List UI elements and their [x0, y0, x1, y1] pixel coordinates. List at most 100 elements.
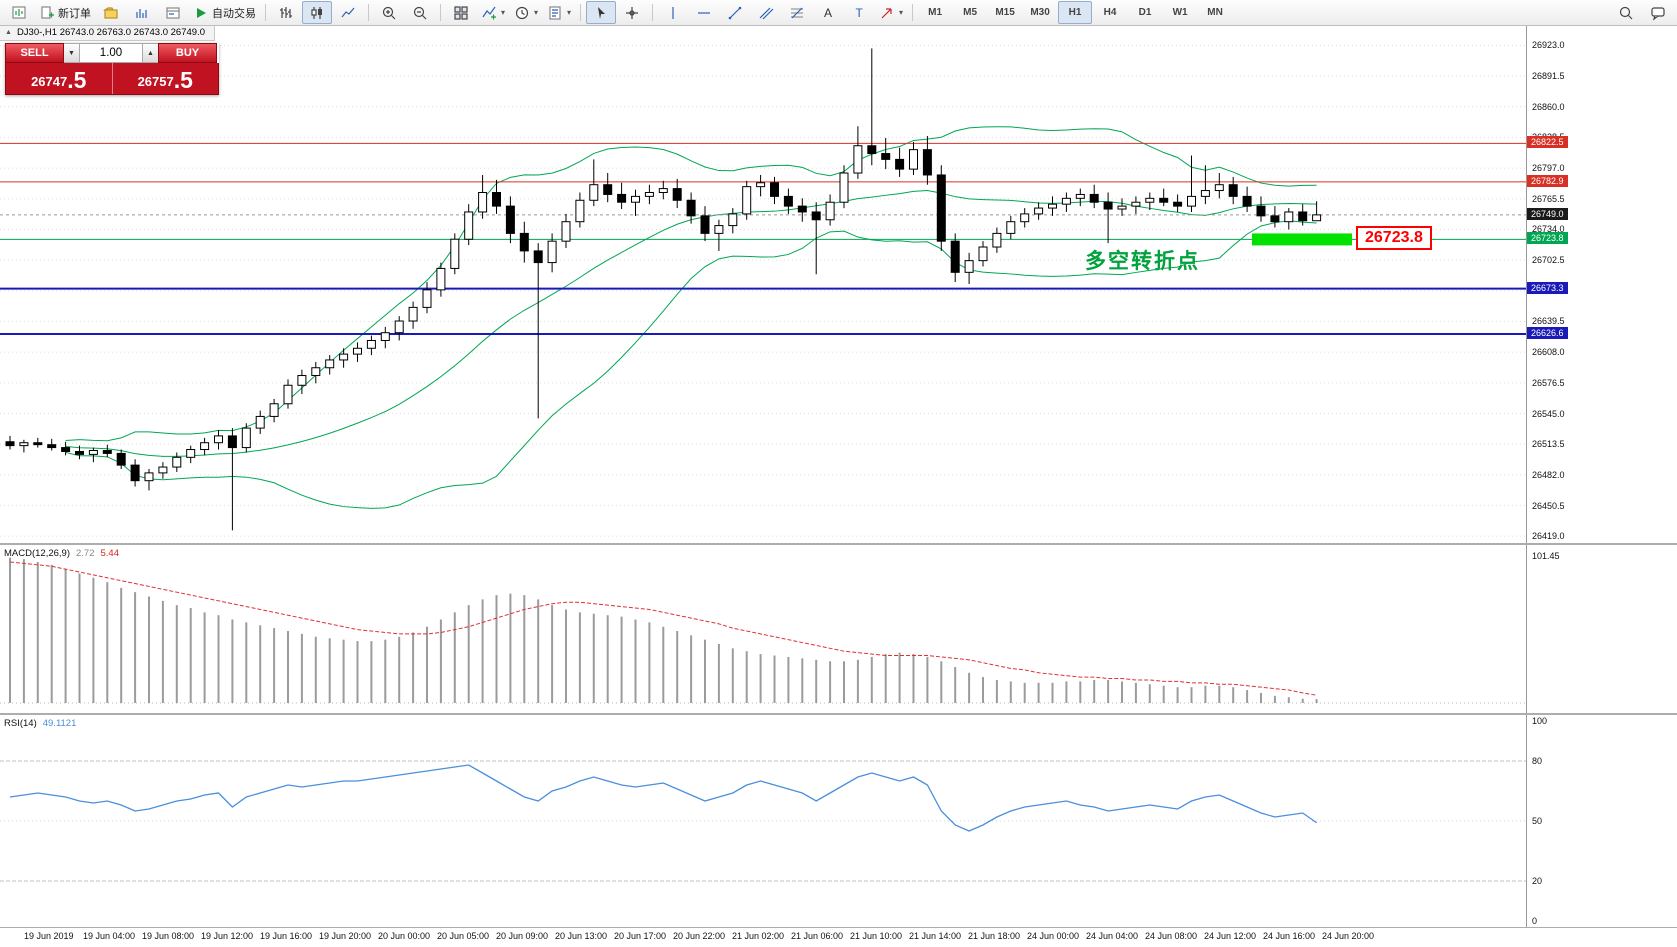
- price-tick: 26639.5: [1532, 316, 1565, 327]
- new-chart-button[interactable]: [4, 1, 34, 24]
- macd-scale-max: 101.45: [1532, 551, 1560, 561]
- level-price-tag[interactable]: 26626.6: [1527, 327, 1568, 340]
- symbol-ohlc-label: DJ30-,H1 26743.0 26763.0 26743.0 26749.0: [16, 27, 205, 38]
- toolbar-separator: [912, 4, 914, 21]
- price-tick: 26860.0: [1532, 101, 1565, 112]
- trendline-icon: [728, 6, 742, 19]
- time-axis[interactable]: 19 Jun 2019 19 Jun 04:00 19 Jun 08:00 19 Ju…: [0, 928, 1677, 945]
- time-label: 20 Jun 09:00: [496, 931, 549, 941]
- cursor-icon: [598, 6, 606, 19]
- time-label: 21 Jun 02:00: [732, 931, 785, 941]
- arrow-icon: [881, 7, 892, 18]
- chat-button[interactable]: [1643, 1, 1673, 24]
- time-label: 21 Jun 06:00: [791, 931, 844, 941]
- annotation-text[interactable]: 多空转折点: [1085, 250, 1200, 274]
- main-chart-canvas[interactable]: [0, 26, 1527, 543]
- horizontal-line-button[interactable]: [689, 1, 719, 24]
- sell-button[interactable]: SELL: [5, 43, 64, 63]
- symbol-tab[interactable]: ▲ DJ30-,H1 26743.0 26763.0 26743.0 26749…: [0, 26, 215, 41]
- channel-button[interactable]: [751, 1, 781, 24]
- buy-button[interactable]: BUY: [158, 43, 217, 63]
- buy-price[interactable]: 26757.5: [111, 63, 219, 94]
- text-tool-button[interactable]: A: [813, 1, 843, 24]
- price-tick: 26734.0: [1532, 224, 1565, 235]
- zoom-in-button[interactable]: [374, 1, 404, 24]
- level-price-tag[interactable]: 26723.8: [1527, 232, 1568, 245]
- timeframe-d1[interactable]: D1: [1138, 7, 1152, 18]
- cursor-button[interactable]: [586, 1, 617, 24]
- arrows-button[interactable]: ▾: [875, 1, 907, 24]
- rsi-name: RSI(14): [4, 718, 37, 729]
- toolbar-separator: [368, 4, 369, 21]
- dropdown-caret: ▾: [567, 8, 572, 17]
- new-order-icon: [41, 5, 54, 19]
- sell-price[interactable]: 26747.5: [31, 67, 87, 93]
- time-label: 20 Jun 22:00: [673, 931, 726, 941]
- autotrading-label: 自动交易: [212, 7, 256, 20]
- volume-decrease-button[interactable]: ▼: [64, 43, 79, 63]
- macd-axis[interactable]: 101.45: [1526, 545, 1677, 713]
- navigator-button[interactable]: [96, 1, 126, 24]
- timeframe-h1[interactable]: H1: [1058, 1, 1093, 24]
- time-label: 21 Jun 14:00: [909, 931, 962, 941]
- svg-text:T: T: [856, 6, 864, 20]
- candlestick-chart-button[interactable]: [302, 1, 332, 24]
- new-order-button[interactable]: 新订单: [35, 1, 95, 24]
- zoom-out-button[interactable]: [405, 1, 435, 24]
- time-label: 19 Jun 20:00: [319, 931, 372, 941]
- line-chart-button[interactable]: [333, 1, 363, 24]
- templates-icon: [549, 5, 561, 20]
- collapse-icon[interactable]: ▲: [5, 29, 12, 36]
- price-callout[interactable]: 26723.8: [1356, 226, 1432, 251]
- templates-button[interactable]: ▾: [543, 1, 575, 24]
- volume-input[interactable]: [79, 43, 143, 63]
- vertical-line-button[interactable]: [658, 1, 688, 24]
- svg-text:A: A: [824, 6, 832, 20]
- timeframe-m30[interactable]: M30: [1030, 7, 1050, 18]
- bar-chart-button[interactable]: [271, 1, 301, 24]
- rsi-canvas[interactable]: [0, 715, 1527, 927]
- periods-button[interactable]: ▾: [510, 1, 542, 24]
- crosshair-button[interactable]: [617, 1, 647, 24]
- bollinger-upper: [65, 126, 1317, 442]
- candles: [5, 48, 1322, 531]
- indicators-button[interactable]: ▾: [477, 1, 509, 24]
- text-icon: A: [824, 6, 832, 20]
- time-label: 21 Jun 10:00: [850, 931, 903, 941]
- market-watch-button[interactable]: [127, 1, 157, 24]
- rsi-axis[interactable]: 100 80 50 20 0: [1526, 715, 1677, 927]
- time-label: 20 Jun 13:00: [555, 931, 608, 941]
- rsi-scale-label: 20: [1532, 876, 1543, 886]
- time-label: 24 Jun 04:00: [1086, 931, 1139, 941]
- level-price-tag[interactable]: 26673.3: [1527, 281, 1568, 294]
- level-price-tag[interactable]: 26749.0: [1527, 207, 1568, 220]
- price-axis[interactable]: 26923.026891.526860.026828.526797.026765…: [1526, 26, 1677, 543]
- chat-icon: [1651, 6, 1665, 21]
- time-label: 19 Jun 12:00: [201, 931, 254, 941]
- timeframe-m1[interactable]: M1: [928, 7, 943, 18]
- fibonacci-button[interactable]: [782, 1, 812, 24]
- search-button[interactable]: [1611, 1, 1641, 24]
- timeframe-m15[interactable]: M15: [995, 7, 1015, 18]
- bar-chart-icon: [280, 6, 292, 18]
- macd-header: MACD(12,26,9) 2.72 5.44: [4, 548, 119, 559]
- level-price-tag[interactable]: 26822.5: [1527, 136, 1568, 149]
- terminal-button[interactable]: [158, 1, 188, 24]
- timeframe-m5[interactable]: M5: [963, 7, 978, 18]
- level-price-tag[interactable]: 26782.9: [1527, 174, 1568, 187]
- price-tick: 26513.5: [1532, 439, 1565, 450]
- search-icon: [1619, 6, 1633, 19]
- price-tick: 26891.5: [1532, 71, 1565, 82]
- trendline-button[interactable]: [720, 1, 750, 24]
- bollinger-middle: [65, 189, 1317, 457]
- text-label-button[interactable]: T: [844, 1, 874, 24]
- timeframe-w1[interactable]: W1: [1172, 7, 1188, 18]
- macd-canvas[interactable]: [0, 545, 1527, 713]
- volume-increase-button[interactable]: ▲: [143, 43, 158, 63]
- autotrading-button[interactable]: 自动交易: [189, 1, 260, 24]
- toolbar-separator: [265, 4, 266, 21]
- timeframe-mn[interactable]: MN: [1207, 7, 1223, 18]
- tile-windows-button[interactable]: [446, 1, 476, 24]
- timeframe-h4[interactable]: H4: [1103, 7, 1117, 18]
- horizontal-line-icon: [698, 11, 711, 14]
